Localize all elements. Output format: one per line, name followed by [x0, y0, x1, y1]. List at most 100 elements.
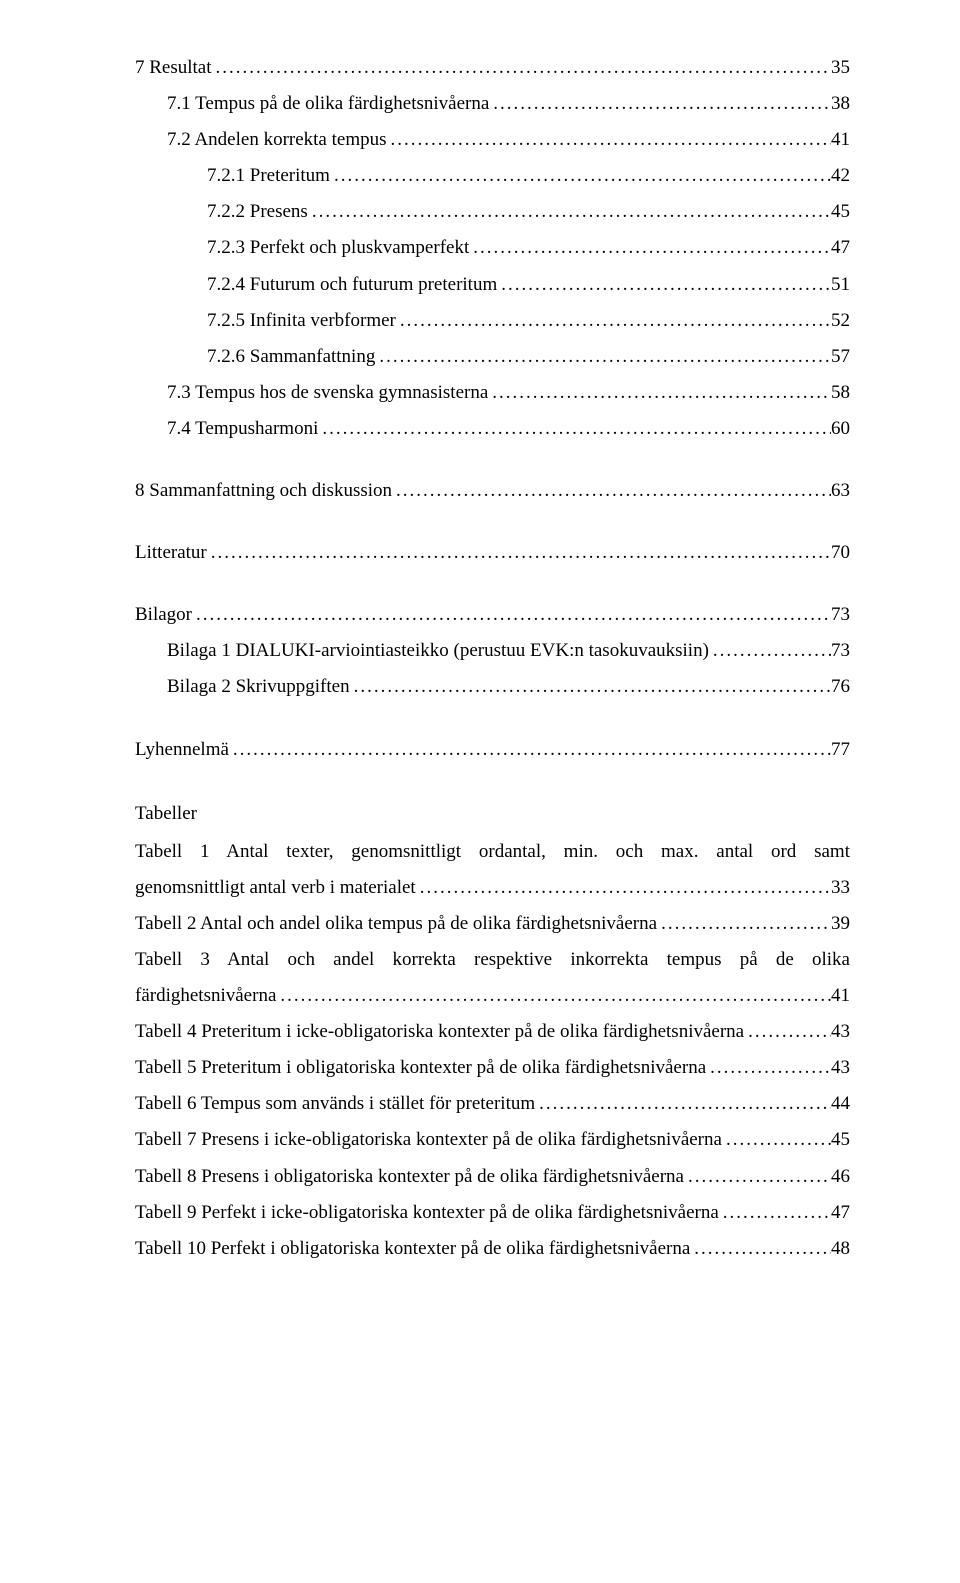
toc-entry-page: 60 — [831, 411, 850, 447]
table-entry-text: färdighetsnivåerna — [135, 978, 276, 1014]
table-entry-page: 33 — [831, 870, 850, 906]
toc-leader-dots — [350, 669, 831, 705]
toc-leader-dots — [497, 267, 831, 303]
table-entry: Tabell 10 Perfekt i obligatoriska kontex… — [135, 1231, 850, 1267]
table-entry-line: Tabell 3 Antal och andel korrekta respek… — [135, 942, 850, 978]
table-of-contents: 7 Resultat 35 7.1 Tempus på de olika färdi… — [135, 50, 850, 768]
table-entry-page: 39 — [831, 906, 850, 942]
leader-dots — [722, 1122, 831, 1158]
leader-dots — [416, 870, 831, 906]
toc-entry-text: 7.2.2 Presens — [207, 194, 308, 230]
table-entry: Tabell 5 Preteritum i obligatoriska kont… — [135, 1050, 850, 1086]
toc-entry: Litteratur 70 — [135, 535, 850, 571]
table-entry-page: 41 — [831, 978, 850, 1014]
toc-entry-page: 73 — [831, 597, 850, 633]
toc-entry-page: 42 — [831, 158, 850, 194]
toc-entry-page: 51 — [831, 267, 850, 303]
table-entry-line: Tabell 1 Antal texter, genomsnittligt or… — [135, 834, 850, 870]
toc-leader-dots — [488, 375, 831, 411]
toc-entry-page: 76 — [831, 669, 850, 705]
toc-entry-text: Bilaga 2 Skrivuppgiften — [167, 669, 350, 705]
table-entry-page: 47 — [831, 1195, 850, 1231]
leader-dots — [744, 1014, 831, 1050]
table-entry: Tabell 8 Presens i obligatoriska kontext… — [135, 1159, 850, 1195]
table-entry-text: Tabell 6 Tempus som används i stället fö… — [135, 1086, 535, 1122]
toc-entry: Bilaga 2 Skrivuppgiften 76 — [135, 669, 850, 705]
toc-entry-page: 73 — [831, 633, 850, 669]
toc-entry-page: 38 — [831, 86, 850, 122]
toc-entry: 7.2.3 Perfekt och pluskvamperfekt 47 — [135, 230, 850, 266]
table-entry-text: Tabell 7 Presens i icke-obligatoriska ko… — [135, 1122, 722, 1158]
table-entry: Tabell 6 Tempus som används i stället fö… — [135, 1086, 850, 1122]
toc-leader-dots — [469, 230, 831, 266]
toc-leader-dots — [318, 411, 831, 447]
toc-entry-page: 45 — [831, 194, 850, 230]
tables-heading: Tabeller — [135, 796, 850, 832]
table-entry-text: Tabell 5 Preteritum i obligatoriska kont… — [135, 1050, 706, 1086]
toc-entry: 7 Resultat 35 — [135, 50, 850, 86]
toc-entry: 7.2.2 Presens 45 — [135, 194, 850, 230]
toc-leader-dots — [207, 535, 831, 571]
toc-entry-page: 57 — [831, 339, 850, 375]
toc-entry-text: 7.2.3 Perfekt och pluskvamperfekt — [207, 230, 469, 266]
toc-entry-text: Litteratur — [135, 535, 207, 571]
toc-leader-dots — [387, 122, 831, 158]
toc-entry-text: 7.1 Tempus på de olika färdighetsnivåern… — [167, 86, 489, 122]
toc-leader-dots — [392, 473, 831, 509]
toc-entry-page: 47 — [831, 230, 850, 266]
toc-leader-dots — [229, 732, 831, 768]
toc-entry-page: 63 — [831, 473, 850, 509]
table-entry-text: Tabell 10 Perfekt i obligatoriska kontex… — [135, 1231, 690, 1267]
toc-entry-text: 7 Resultat — [135, 50, 212, 86]
toc-entry-text: 7.4 Tempusharmoni — [167, 411, 318, 447]
toc-entry-text: Bilagor — [135, 597, 192, 633]
toc-leader-dots — [308, 194, 831, 230]
toc-entry-text: 8 Sammanfattning och diskussion — [135, 473, 392, 509]
toc-entry-text: 7.2 Andelen korrekta tempus — [167, 122, 387, 158]
table-entry-page: 48 — [831, 1231, 850, 1267]
toc-entry-page: 35 — [831, 50, 850, 86]
toc-entry-page: 77 — [831, 732, 850, 768]
toc-entry-page: 58 — [831, 375, 850, 411]
toc-entry-text: 7.2.4 Futurum och futurum preteritum — [207, 267, 497, 303]
toc-leader-dots — [709, 633, 831, 669]
toc-entry: 7.2.5 Infinita verbformer 52 — [135, 303, 850, 339]
toc-entry: 7.2 Andelen korrekta tempus41 — [135, 122, 850, 158]
tables-list: Tabell 1 Antal texter, genomsnittligt or… — [135, 834, 850, 1267]
leader-dots — [706, 1050, 831, 1086]
toc-entry: Bilagor 73 — [135, 597, 850, 633]
toc-entry: 7.2.1 Preteritum 42 — [135, 158, 850, 194]
table-entry-page: 44 — [831, 1086, 850, 1122]
leader-dots — [276, 978, 831, 1014]
table-entry: Tabell 2 Antal och andel olika tempus på… — [135, 906, 850, 942]
toc-entry: 8 Sammanfattning och diskussion 63 — [135, 473, 850, 509]
toc-entry: Bilaga 1 DIALUKI-arviointiasteikko (peru… — [135, 633, 850, 669]
toc-entry: 7.4 Tempusharmoni 60 — [135, 411, 850, 447]
table-entry-page: 43 — [831, 1014, 850, 1050]
toc-leader-dots — [192, 597, 831, 633]
table-entry: Tabell 4 Preteritum i icke-obligatoriska… — [135, 1014, 850, 1050]
toc-entry-text: Lyhennelmä — [135, 732, 229, 768]
table-entry-text: Tabell 8 Presens i obligatoriska kontext… — [135, 1159, 684, 1195]
toc-leader-dots — [375, 339, 831, 375]
table-entry-text: genomsnittligt antal verb i materialet — [135, 870, 416, 906]
toc-entry: 7.2.4 Futurum och futurum preteritum 51 — [135, 267, 850, 303]
toc-leader-dots — [330, 158, 831, 194]
toc-entry-text: Bilaga 1 DIALUKI-arviointiasteikko (peru… — [167, 633, 709, 669]
toc-entry-text: 7.2.1 Preteritum — [207, 158, 330, 194]
toc-leader-dots — [489, 86, 831, 122]
table-entry-text: Tabell 9 Perfekt i icke-obligatoriska ko… — [135, 1195, 719, 1231]
table-entry: genomsnittligt antal verb i materialet 33 — [135, 870, 850, 906]
toc-leader-dots — [212, 50, 831, 86]
toc-entry: 7.1 Tempus på de olika färdighetsnivåern… — [135, 86, 850, 122]
leader-dots — [690, 1231, 831, 1267]
table-entry: färdighetsnivåerna 41 — [135, 978, 850, 1014]
table-entry-page: 46 — [831, 1159, 850, 1195]
leader-dots — [684, 1159, 831, 1195]
toc-entry-page: 70 — [831, 535, 850, 571]
toc-entry-page: 52 — [831, 303, 850, 339]
toc-entry-text: 7.2.6 Sammanfattning — [207, 339, 375, 375]
table-entry-page: 45 — [831, 1122, 850, 1158]
toc-leader-dots — [396, 303, 831, 339]
toc-entry-text: 7.2.5 Infinita verbformer — [207, 303, 396, 339]
